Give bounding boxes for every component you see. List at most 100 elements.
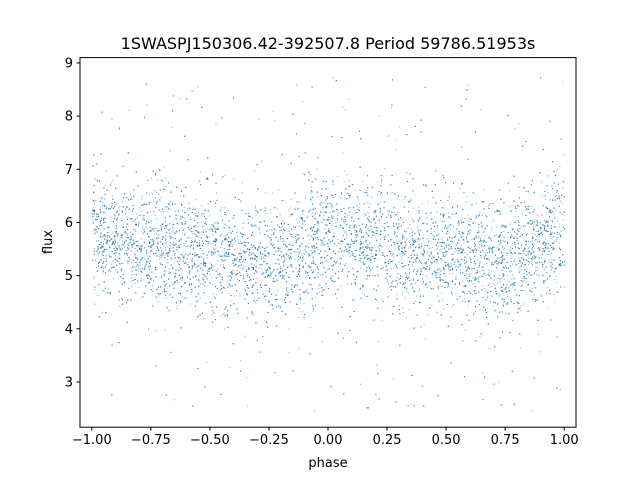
data-point bbox=[478, 266, 480, 268]
data-point bbox=[280, 250, 282, 252]
data-point bbox=[241, 182, 243, 184]
data-point bbox=[512, 286, 514, 288]
data-point bbox=[346, 250, 348, 252]
data-point bbox=[510, 237, 512, 239]
data-point bbox=[182, 278, 184, 280]
data-point bbox=[227, 249, 229, 251]
data-point bbox=[562, 219, 564, 221]
data-point bbox=[243, 259, 245, 261]
data-point bbox=[332, 77, 334, 79]
data-point bbox=[532, 232, 534, 234]
data-point bbox=[518, 257, 520, 259]
data-point bbox=[545, 280, 547, 282]
data-point bbox=[511, 263, 513, 265]
data-point bbox=[147, 261, 149, 263]
data-point bbox=[452, 226, 454, 228]
data-point bbox=[279, 247, 281, 249]
data-point bbox=[531, 240, 533, 242]
data-point bbox=[330, 216, 332, 218]
data-point bbox=[277, 247, 279, 249]
data-point bbox=[455, 244, 457, 246]
data-point bbox=[134, 220, 136, 222]
data-point bbox=[200, 255, 202, 257]
data-point bbox=[516, 301, 518, 303]
data-point bbox=[404, 286, 406, 288]
data-point bbox=[349, 194, 351, 196]
data-point bbox=[213, 251, 215, 253]
data-point bbox=[245, 377, 247, 379]
data-point bbox=[109, 245, 111, 247]
data-point bbox=[177, 305, 179, 307]
data-point bbox=[361, 257, 363, 259]
data-point bbox=[532, 288, 534, 290]
data-point bbox=[419, 288, 421, 290]
data-point bbox=[277, 259, 279, 261]
data-point bbox=[556, 233, 558, 235]
data-point bbox=[150, 267, 152, 269]
data-point bbox=[109, 292, 111, 294]
data-point bbox=[111, 256, 113, 258]
data-point bbox=[152, 305, 154, 307]
data-point bbox=[365, 231, 367, 233]
data-point bbox=[452, 253, 454, 255]
data-point bbox=[497, 282, 499, 284]
data-point bbox=[143, 229, 145, 231]
data-point bbox=[448, 245, 450, 247]
data-point bbox=[432, 256, 434, 258]
data-point bbox=[237, 278, 239, 280]
data-point bbox=[235, 259, 237, 261]
data-point bbox=[190, 241, 192, 243]
data-point bbox=[363, 213, 365, 215]
data-point bbox=[328, 229, 330, 231]
data-point bbox=[314, 224, 316, 226]
data-point bbox=[422, 283, 424, 285]
data-point bbox=[363, 263, 365, 265]
data-point bbox=[345, 237, 347, 239]
data-point bbox=[503, 247, 505, 249]
data-point bbox=[216, 192, 218, 194]
data-point bbox=[174, 217, 176, 219]
data-point bbox=[369, 203, 371, 205]
data-point bbox=[558, 195, 560, 197]
data-point bbox=[501, 286, 503, 288]
data-point bbox=[422, 274, 424, 276]
data-point bbox=[104, 198, 106, 200]
data-point bbox=[356, 255, 358, 257]
data-point bbox=[417, 226, 419, 228]
data-point bbox=[447, 212, 449, 214]
data-point bbox=[156, 218, 158, 220]
data-point bbox=[204, 266, 206, 268]
data-point bbox=[330, 219, 332, 221]
data-point bbox=[414, 269, 416, 271]
data-point bbox=[355, 231, 357, 233]
data-point bbox=[318, 288, 320, 290]
data-point bbox=[255, 225, 257, 227]
data-point bbox=[106, 227, 108, 229]
data-point bbox=[411, 228, 413, 230]
data-point bbox=[321, 222, 323, 224]
data-point bbox=[560, 200, 562, 202]
data-point bbox=[367, 201, 369, 203]
data-point bbox=[464, 217, 466, 219]
data-point bbox=[502, 248, 504, 250]
data-point bbox=[514, 243, 516, 245]
chart-title: 1SWASPJ150306.42-392507.8 Period 59786.5… bbox=[121, 34, 536, 53]
data-point bbox=[173, 283, 175, 285]
data-point bbox=[257, 255, 259, 257]
data-point bbox=[519, 347, 521, 349]
data-point bbox=[373, 227, 375, 229]
data-point bbox=[174, 276, 176, 278]
data-point bbox=[540, 257, 542, 259]
data-point bbox=[549, 198, 551, 200]
data-point bbox=[201, 278, 203, 280]
data-point bbox=[276, 289, 278, 291]
data-point bbox=[480, 257, 482, 259]
data-point bbox=[153, 211, 155, 213]
data-point bbox=[239, 249, 241, 251]
data-point bbox=[208, 241, 210, 243]
data-point bbox=[128, 109, 130, 111]
data-point bbox=[460, 244, 462, 246]
data-point bbox=[450, 243, 452, 245]
data-point bbox=[535, 266, 537, 268]
data-point bbox=[489, 300, 491, 302]
